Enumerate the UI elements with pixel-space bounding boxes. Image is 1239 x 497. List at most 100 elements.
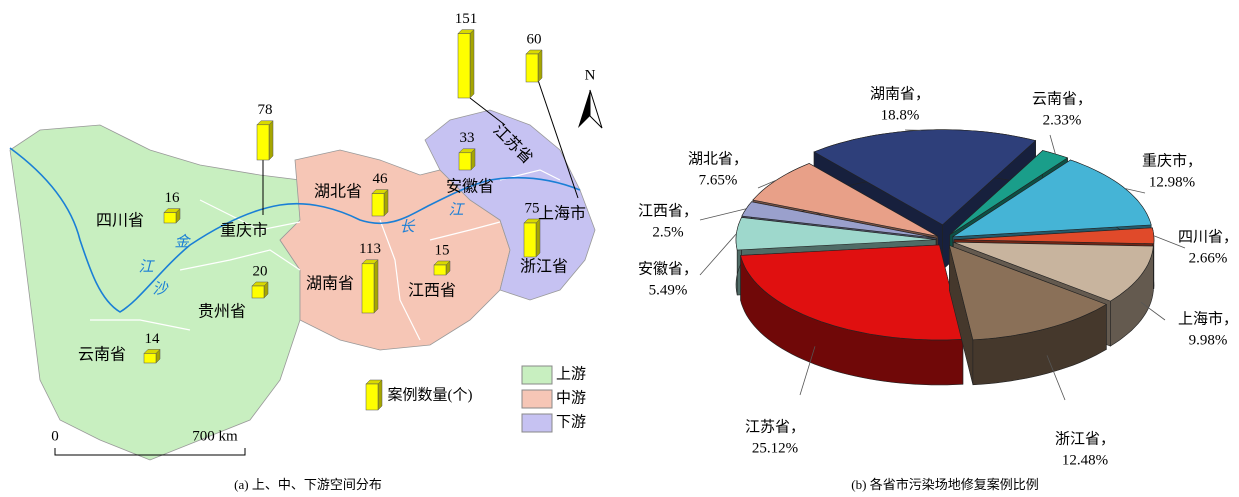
bar-value-label: 46: [373, 171, 389, 187]
slice: [951, 159, 1152, 238]
leader-line: [1124, 188, 1146, 194]
bar-side: [268, 120, 274, 161]
leader-line: [1153, 235, 1186, 249]
slice: [949, 150, 1069, 235]
caption: (b) 各省市污染场地修复案例比例: [851, 477, 1038, 492]
bar-side: [373, 259, 379, 314]
bar: [457, 33, 471, 99]
slice: [741, 201, 937, 239]
leader-line: [537, 79, 579, 199]
province-label: 浙江省: [520, 258, 568, 276]
bar-value-label: 151: [455, 11, 478, 27]
province-borders: [90, 169, 561, 341]
bar-value-label: 33: [460, 130, 475, 146]
slice-label: 江苏省，: [745, 418, 805, 435]
slice-value-label: 25.12%: [752, 440, 798, 456]
slice-value-label: 5.49%: [649, 282, 688, 298]
legend-swatch: [521, 365, 553, 385]
slice: [735, 217, 937, 251]
province-label: 上海市: [538, 205, 586, 223]
leader-line: [799, 346, 816, 396]
slice-value-label: 12.98%: [1149, 174, 1195, 190]
leader-line: [699, 208, 747, 221]
slice: [953, 227, 1155, 245]
north-label: N: [585, 67, 596, 83]
leader-line: [1046, 355, 1066, 401]
midstream-region: [279, 149, 511, 351]
bar-side: [377, 379, 383, 411]
bar: [365, 383, 379, 411]
bar: [433, 264, 447, 276]
river-label: 长: [399, 218, 415, 235]
legend-swatch: [521, 389, 553, 409]
bar-value-label: 75: [525, 200, 540, 216]
bar-side: [535, 218, 541, 258]
scale-label: 0: [51, 428, 59, 444]
scale-label: 700 km: [192, 428, 238, 444]
slice-value-label: 7.65%: [699, 172, 738, 188]
pie: 湖南省， 18.8% 云南省， 2.33% 重庆市， 12.98% 四川省， 2.66% 上海市…: [638, 85, 1238, 468]
bar: [361, 263, 375, 314]
river-label: 沙: [152, 280, 168, 297]
bar-value-label: 14: [145, 331, 161, 347]
bar: [256, 124, 270, 161]
legend-label: 中游: [556, 389, 586, 406]
leader-line: [1049, 134, 1056, 155]
slice: [740, 244, 964, 341]
leader-line: [1140, 301, 1166, 321]
province-label: 安徽省: [446, 178, 494, 196]
bar-value-label: 78: [258, 102, 273, 118]
slice-label: 重庆市，: [1142, 152, 1202, 169]
caption: (a) 上、中、下游空间分布: [234, 477, 382, 492]
slice-label: 湖南省，: [870, 85, 930, 102]
province-label: 重庆市: [220, 222, 268, 240]
bar-value-label: 15: [435, 242, 450, 258]
slice-value-label: 2.33%: [1043, 112, 1082, 128]
bar-value-label: 113: [359, 241, 381, 257]
province-label: 湖南省: [306, 275, 354, 293]
slice-label: 上海市，: [1178, 310, 1238, 327]
bar: [371, 193, 385, 217]
bar-side: [537, 49, 543, 83]
bar-value-label: 16: [165, 190, 181, 206]
bar-side: [383, 188, 389, 217]
slice-label: 浙江省，: [1055, 430, 1115, 447]
bar: [251, 285, 265, 299]
bar: [143, 353, 157, 364]
province-label: 云南省: [78, 346, 126, 364]
slice-label: 云南省，: [1032, 90, 1092, 107]
bar-side: [469, 28, 475, 99]
bar-legend-label: 案例数量(个): [388, 385, 473, 403]
river: [9, 147, 581, 313]
north-arrow: [578, 90, 590, 128]
slice: [953, 241, 1154, 302]
north-arrow: [589, 89, 603, 129]
legend-swatch: [521, 413, 553, 433]
province-label: 贵州省: [198, 303, 246, 321]
slice-value-label: 2.5%: [652, 224, 683, 240]
province-label: 四川省: [96, 212, 144, 230]
leader-line: [469, 97, 506, 126]
leader-line: [757, 179, 777, 189]
province-label: 江西省: [408, 282, 456, 300]
legend-label: 上游: [556, 365, 586, 382]
legend-label: 下游: [556, 413, 586, 430]
slice-label: 安徽省，: [638, 260, 698, 277]
bar: [163, 212, 177, 224]
slice-value-label: 18.8%: [881, 107, 920, 123]
slice-value-label: 12.48%: [1062, 452, 1108, 468]
river-label: 江: [138, 258, 155, 275]
leader-line: [699, 233, 737, 276]
slice-value-label: 9.98%: [1189, 332, 1228, 348]
slice-label: 四川省，: [1178, 228, 1238, 245]
slice-label: 江西省，: [638, 202, 698, 219]
bar-value-label: 20: [253, 263, 268, 279]
river-label: 金: [174, 233, 191, 250]
bar-value-label: 60: [527, 31, 542, 47]
bar: [525, 53, 539, 83]
bar: [458, 152, 472, 171]
slice-label: 湖北省，: [688, 150, 748, 167]
river-label: 江: [448, 201, 465, 218]
